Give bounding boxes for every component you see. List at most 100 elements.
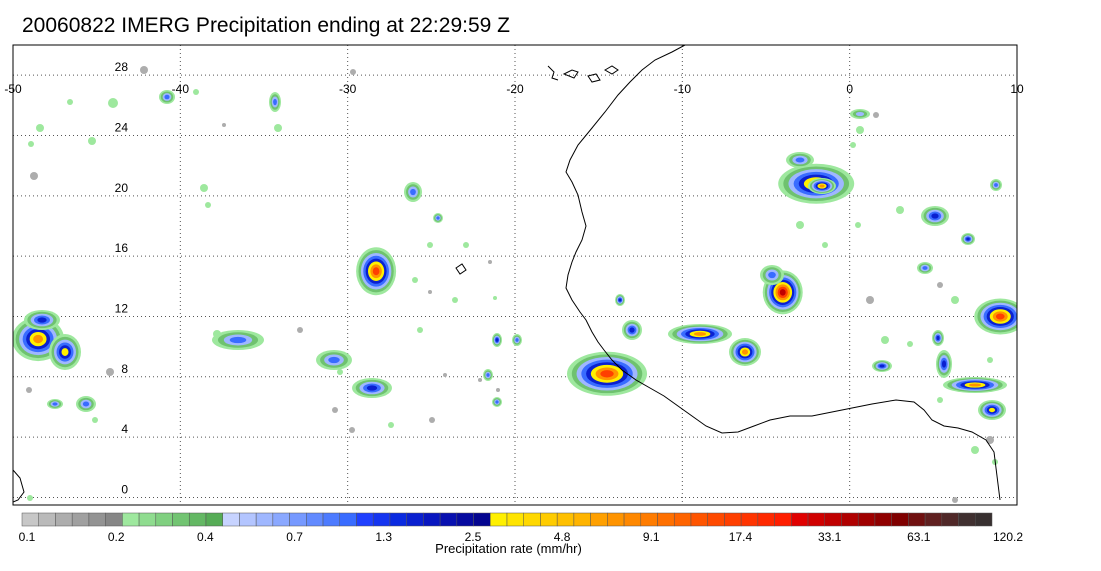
colorbar-cell bbox=[640, 512, 658, 527]
rain-speck bbox=[106, 368, 114, 376]
colorbar-cell bbox=[222, 512, 240, 527]
cell-atlantic-mid bbox=[316, 350, 352, 370]
colorbar-cell bbox=[356, 512, 374, 527]
lat-label: 8 bbox=[121, 362, 128, 376]
cell-sahel-top-core bbox=[808, 178, 836, 194]
rain-speck bbox=[140, 66, 148, 74]
cell-sahel-top-2 bbox=[786, 152, 814, 168]
rain-speck bbox=[452, 297, 458, 303]
colorbar-cell bbox=[389, 512, 407, 527]
colorbar-cell bbox=[122, 512, 140, 527]
rain-speck bbox=[26, 387, 32, 393]
colorbar-label: 0.1 bbox=[19, 530, 36, 544]
rain-ring bbox=[486, 373, 490, 377]
colorbar-cell bbox=[306, 512, 324, 527]
rain-speck bbox=[937, 282, 943, 288]
lon-label: -20 bbox=[506, 82, 524, 96]
coastline-island-3 bbox=[603, 65, 619, 75]
latitude-labels: 28 24 20 16 12 8 4 0 bbox=[115, 60, 129, 496]
colorbar-label: 0.7 bbox=[286, 530, 303, 544]
rain-speck bbox=[822, 242, 828, 248]
rain-ring bbox=[988, 407, 996, 413]
rain-speck bbox=[36, 124, 44, 132]
cell-east-2 bbox=[932, 330, 944, 346]
rain-speck bbox=[855, 222, 861, 228]
colorbar-cell bbox=[891, 512, 909, 527]
cell-capeverde-4 bbox=[492, 397, 502, 407]
rain-ring bbox=[922, 266, 928, 270]
colorbar-cell bbox=[339, 512, 357, 527]
colorbar-cell bbox=[439, 512, 458, 527]
lat-label: 20 bbox=[115, 181, 129, 195]
colorbar-cell bbox=[155, 512, 173, 527]
cell-west-5 bbox=[76, 396, 96, 412]
cell-sahel-mid bbox=[729, 338, 761, 366]
colorbar-label: 120.2 bbox=[993, 530, 1023, 544]
colorbar-cell bbox=[205, 512, 223, 527]
rain-ring bbox=[879, 364, 885, 368]
cell-niger-1 bbox=[921, 206, 949, 226]
rain-speck bbox=[417, 327, 423, 333]
colorbar-cell bbox=[272, 512, 290, 527]
cell-capeverde-3 bbox=[483, 369, 493, 381]
rain-ring bbox=[629, 327, 635, 333]
colorbar-label: 9.1 bbox=[643, 530, 660, 544]
rain-speck bbox=[200, 184, 208, 192]
cell-niger-2 bbox=[917, 262, 933, 274]
colorbar-cell bbox=[807, 512, 826, 527]
map-frame bbox=[12, 44, 1018, 506]
cell-atlantic-north bbox=[404, 182, 422, 202]
colorbar-cell bbox=[21, 512, 39, 527]
lat-label: 28 bbox=[115, 60, 129, 74]
colorbar-cell bbox=[824, 512, 842, 527]
rain-ring bbox=[600, 370, 614, 378]
rain-speck bbox=[478, 378, 482, 382]
colorbar-cell bbox=[55, 512, 73, 527]
coastline-south-america bbox=[13, 469, 25, 503]
cell-niger-3 bbox=[961, 233, 975, 245]
colorbar-cell bbox=[740, 512, 759, 527]
lat-label: 4 bbox=[121, 422, 128, 436]
precipitation-field bbox=[13, 66, 1017, 503]
cluster-central-atlantic bbox=[356, 247, 397, 296]
lat-label: 24 bbox=[115, 120, 129, 134]
rain-speck bbox=[108, 98, 118, 108]
rain-ring bbox=[941, 360, 947, 368]
rain-speck bbox=[488, 260, 492, 264]
rain-speck bbox=[850, 142, 856, 148]
cluster-guinea-coast bbox=[567, 351, 648, 396]
rain-ring bbox=[741, 349, 749, 355]
colorbar-cell bbox=[657, 512, 675, 527]
rain-speck bbox=[896, 206, 904, 214]
rain-speck bbox=[297, 327, 303, 333]
colorbar-cell bbox=[941, 512, 959, 527]
rain-ring bbox=[618, 298, 622, 302]
colorbar-label: 4.8 bbox=[554, 530, 571, 544]
lon-label: 0 bbox=[846, 82, 853, 96]
rain-speck bbox=[92, 417, 98, 423]
coastline-island-2 bbox=[587, 73, 601, 83]
cell-guinea-2 bbox=[622, 320, 642, 340]
rain-speck bbox=[193, 89, 199, 95]
colorbar-cell bbox=[105, 512, 123, 527]
colorbar-cell bbox=[958, 512, 976, 527]
colorbar-cell bbox=[724, 512, 742, 527]
colorbar-cells bbox=[21, 512, 993, 527]
coastline-cape-verde bbox=[455, 263, 467, 275]
colorbar-cell bbox=[857, 512, 876, 527]
rain-speck bbox=[30, 172, 38, 180]
rain-speck bbox=[222, 123, 226, 127]
cluster-nigeria bbox=[974, 298, 1017, 335]
cell-capeverde-2 bbox=[512, 334, 522, 346]
colorbar-labels: 0.1 0.2 0.4 0.7 1.3 2.5 4.8 9.1 17.4 33.1 63.1 120.… bbox=[19, 530, 1024, 544]
longitude-labels: -50 -40 -30 -20 -10 0 10 bbox=[4, 82, 1024, 96]
rain-ring bbox=[37, 317, 47, 323]
colorbar-cell bbox=[556, 512, 575, 527]
rain-ring bbox=[819, 184, 825, 188]
colorbar-cell bbox=[239, 512, 257, 527]
cell-atlantic-west bbox=[212, 330, 264, 350]
rain-ring bbox=[328, 356, 340, 364]
colorbar-cell bbox=[456, 512, 474, 527]
colorbar-label: 17.4 bbox=[729, 530, 753, 544]
rain-speck bbox=[856, 126, 864, 134]
